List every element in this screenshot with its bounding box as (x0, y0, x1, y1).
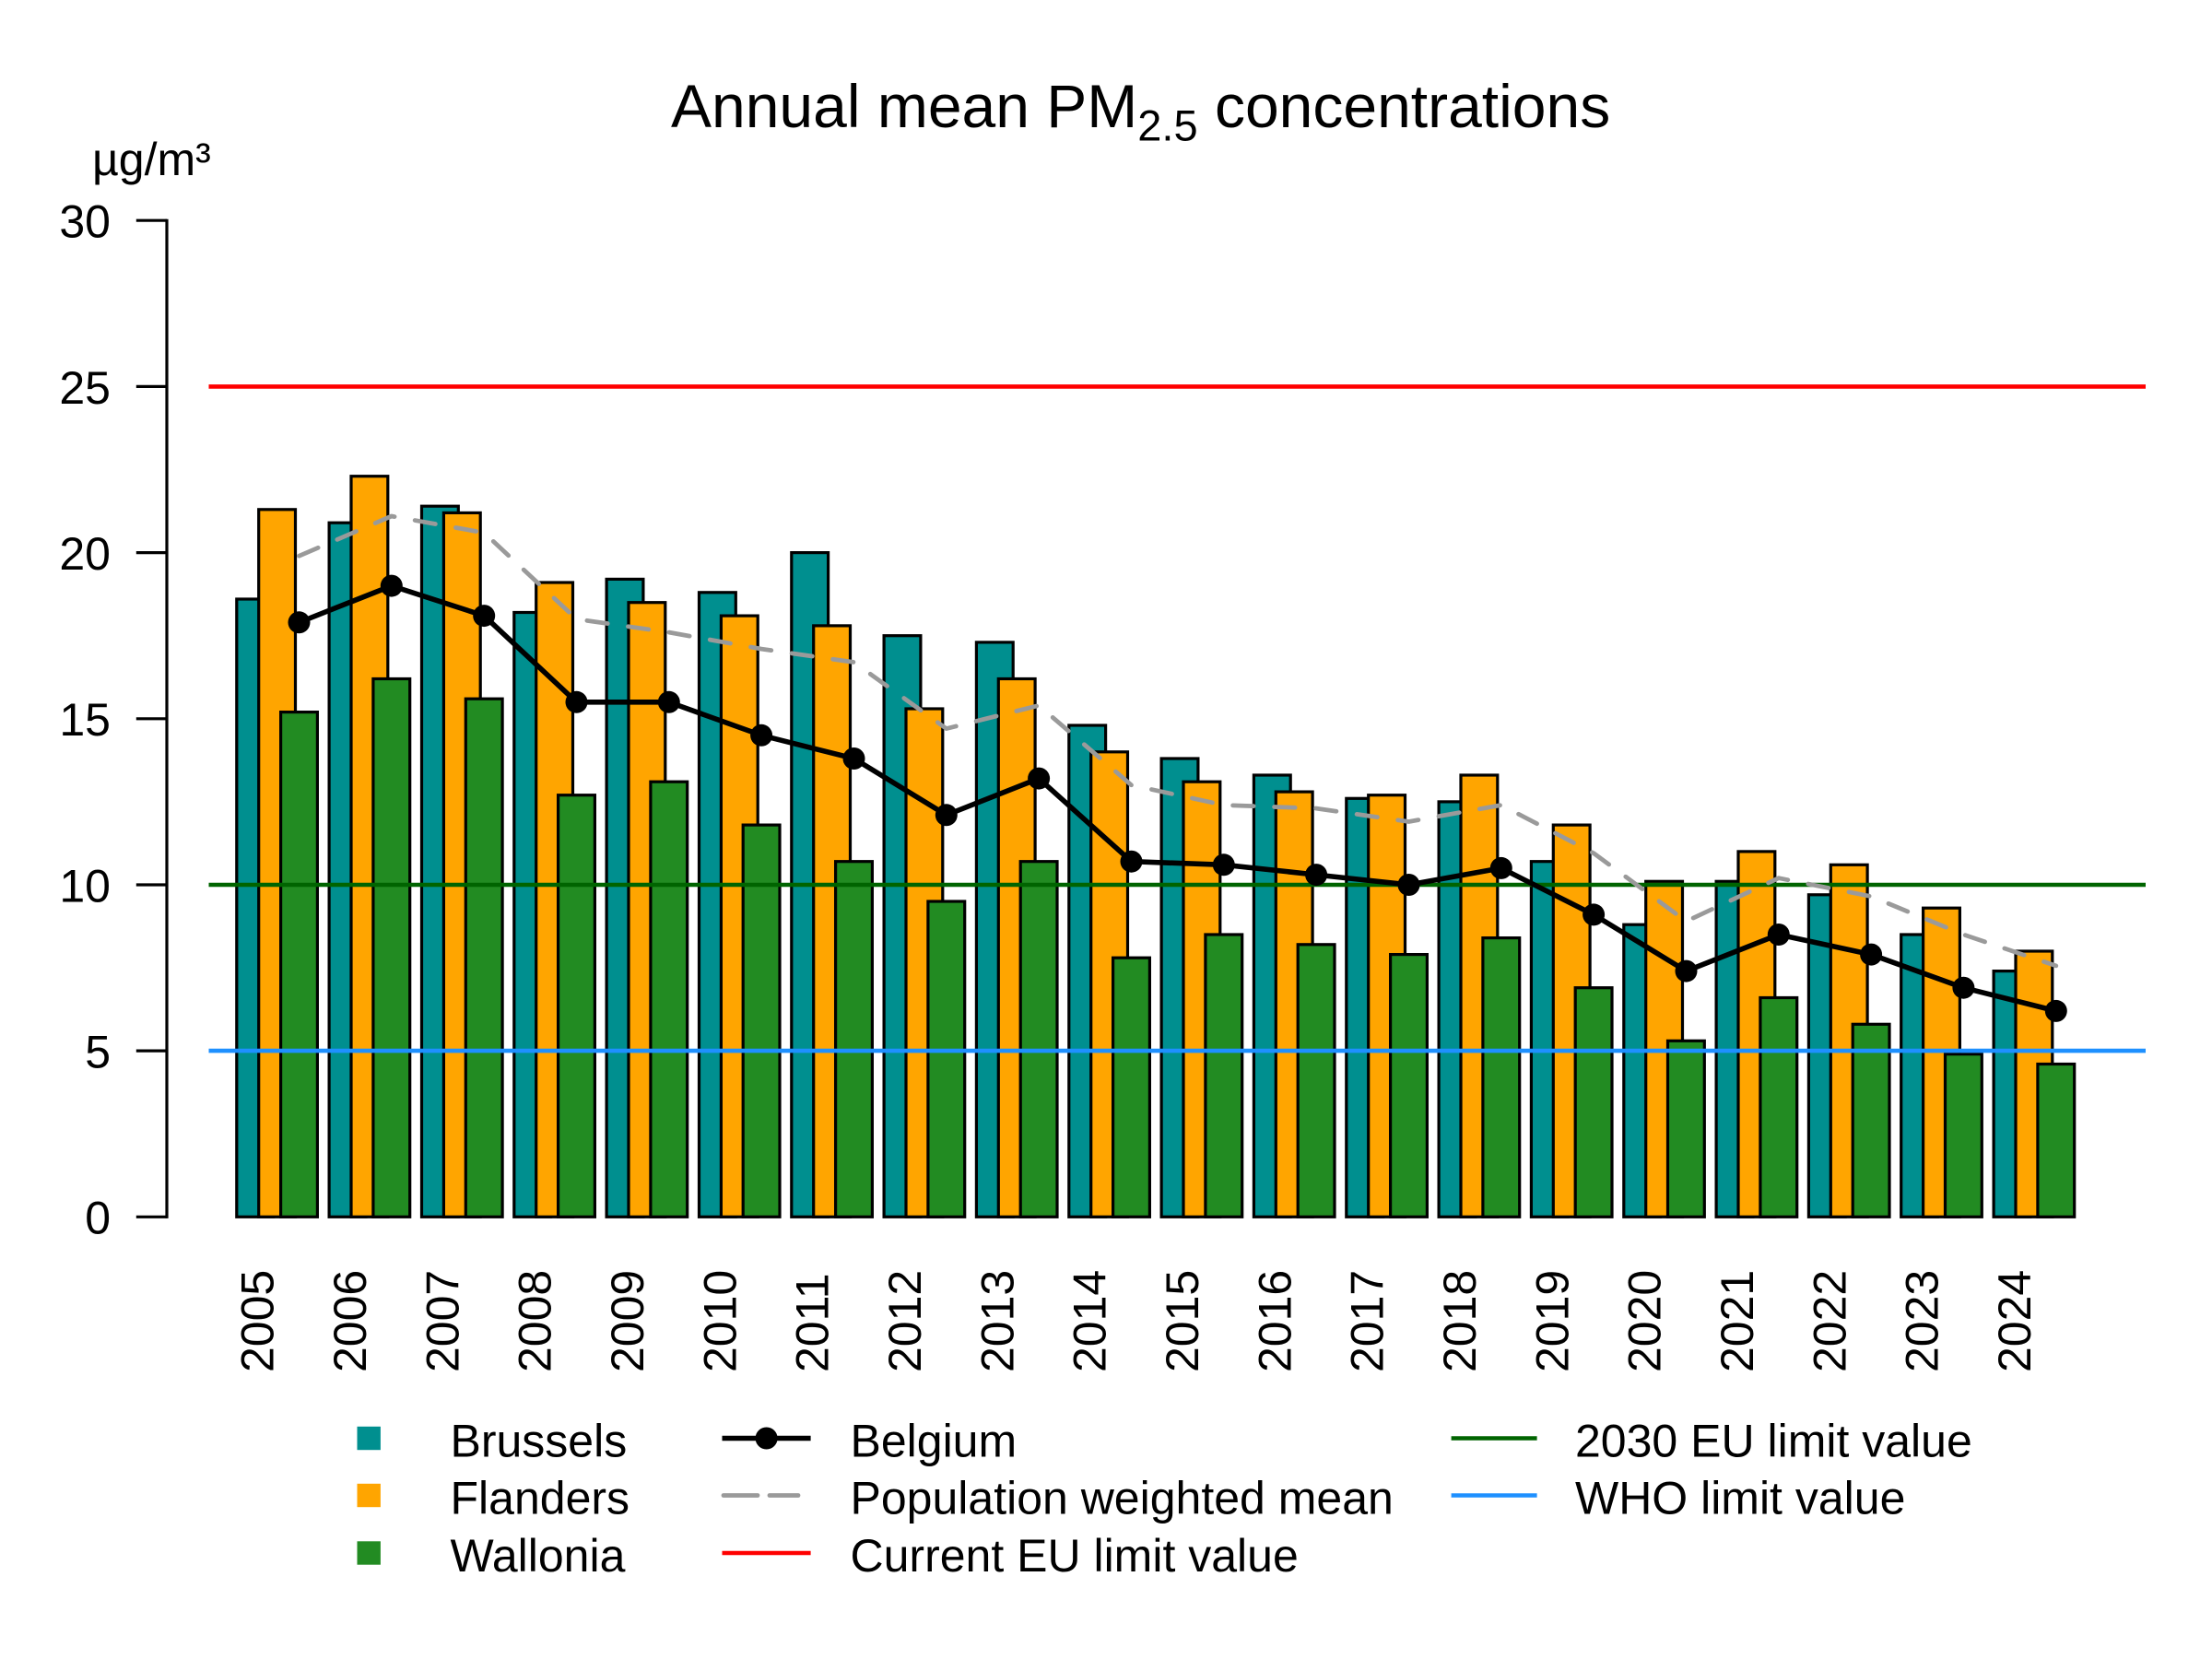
svg-text:15: 15 (59, 694, 111, 746)
svg-text:Annual mean PM2.5 concentratio: Annual mean PM2.5 concentrations (671, 72, 1610, 149)
svg-text:2007: 2007 (417, 1270, 468, 1372)
svg-text:0: 0 (85, 1193, 111, 1244)
svg-text:2016: 2016 (1249, 1270, 1300, 1372)
svg-text:2024: 2024 (1989, 1270, 2041, 1372)
svg-text:2006: 2006 (324, 1270, 376, 1372)
svg-text:Belgium: Belgium (851, 1415, 1018, 1466)
svg-text:2019: 2019 (1526, 1270, 1578, 1372)
svg-text:2013: 2013 (971, 1270, 1023, 1372)
svg-text:2012: 2012 (879, 1270, 931, 1372)
svg-text:2017: 2017 (1342, 1270, 1394, 1372)
svg-text:2010: 2010 (694, 1270, 746, 1372)
svg-text:2018: 2018 (1434, 1270, 1486, 1372)
svg-text:2009: 2009 (602, 1270, 653, 1372)
svg-text:2008: 2008 (510, 1270, 561, 1372)
svg-text:2030 EU limit value: 2030 EU limit value (1575, 1415, 1972, 1466)
svg-text:2023: 2023 (1897, 1270, 1948, 1372)
svg-text:Population weighted mean: Population weighted mean (851, 1472, 1394, 1524)
svg-text:30: 30 (59, 196, 111, 248)
svg-text:Current EU limit value: Current EU limit value (851, 1530, 1299, 1582)
svg-text:20: 20 (59, 528, 111, 580)
svg-text:Wallonia: Wallonia (451, 1530, 626, 1582)
svg-text:2022: 2022 (1804, 1270, 1855, 1372)
svg-text:25: 25 (59, 362, 111, 414)
svg-text:2005: 2005 (232, 1270, 284, 1372)
svg-text:5: 5 (85, 1027, 111, 1078)
svg-text:Brussels: Brussels (451, 1415, 628, 1466)
svg-text:2020: 2020 (1619, 1270, 1671, 1372)
svg-text:µg/m³: µg/m³ (92, 134, 211, 185)
svg-text:2021: 2021 (1712, 1270, 1763, 1372)
svg-text:WHO limit value: WHO limit value (1575, 1472, 1905, 1524)
svg-text:10: 10 (59, 860, 111, 912)
svg-text:2011: 2011 (787, 1273, 839, 1372)
svg-text:Flanders: Flanders (451, 1472, 630, 1524)
svg-text:2014: 2014 (1065, 1270, 1116, 1372)
svg-text:2015: 2015 (1157, 1270, 1208, 1372)
